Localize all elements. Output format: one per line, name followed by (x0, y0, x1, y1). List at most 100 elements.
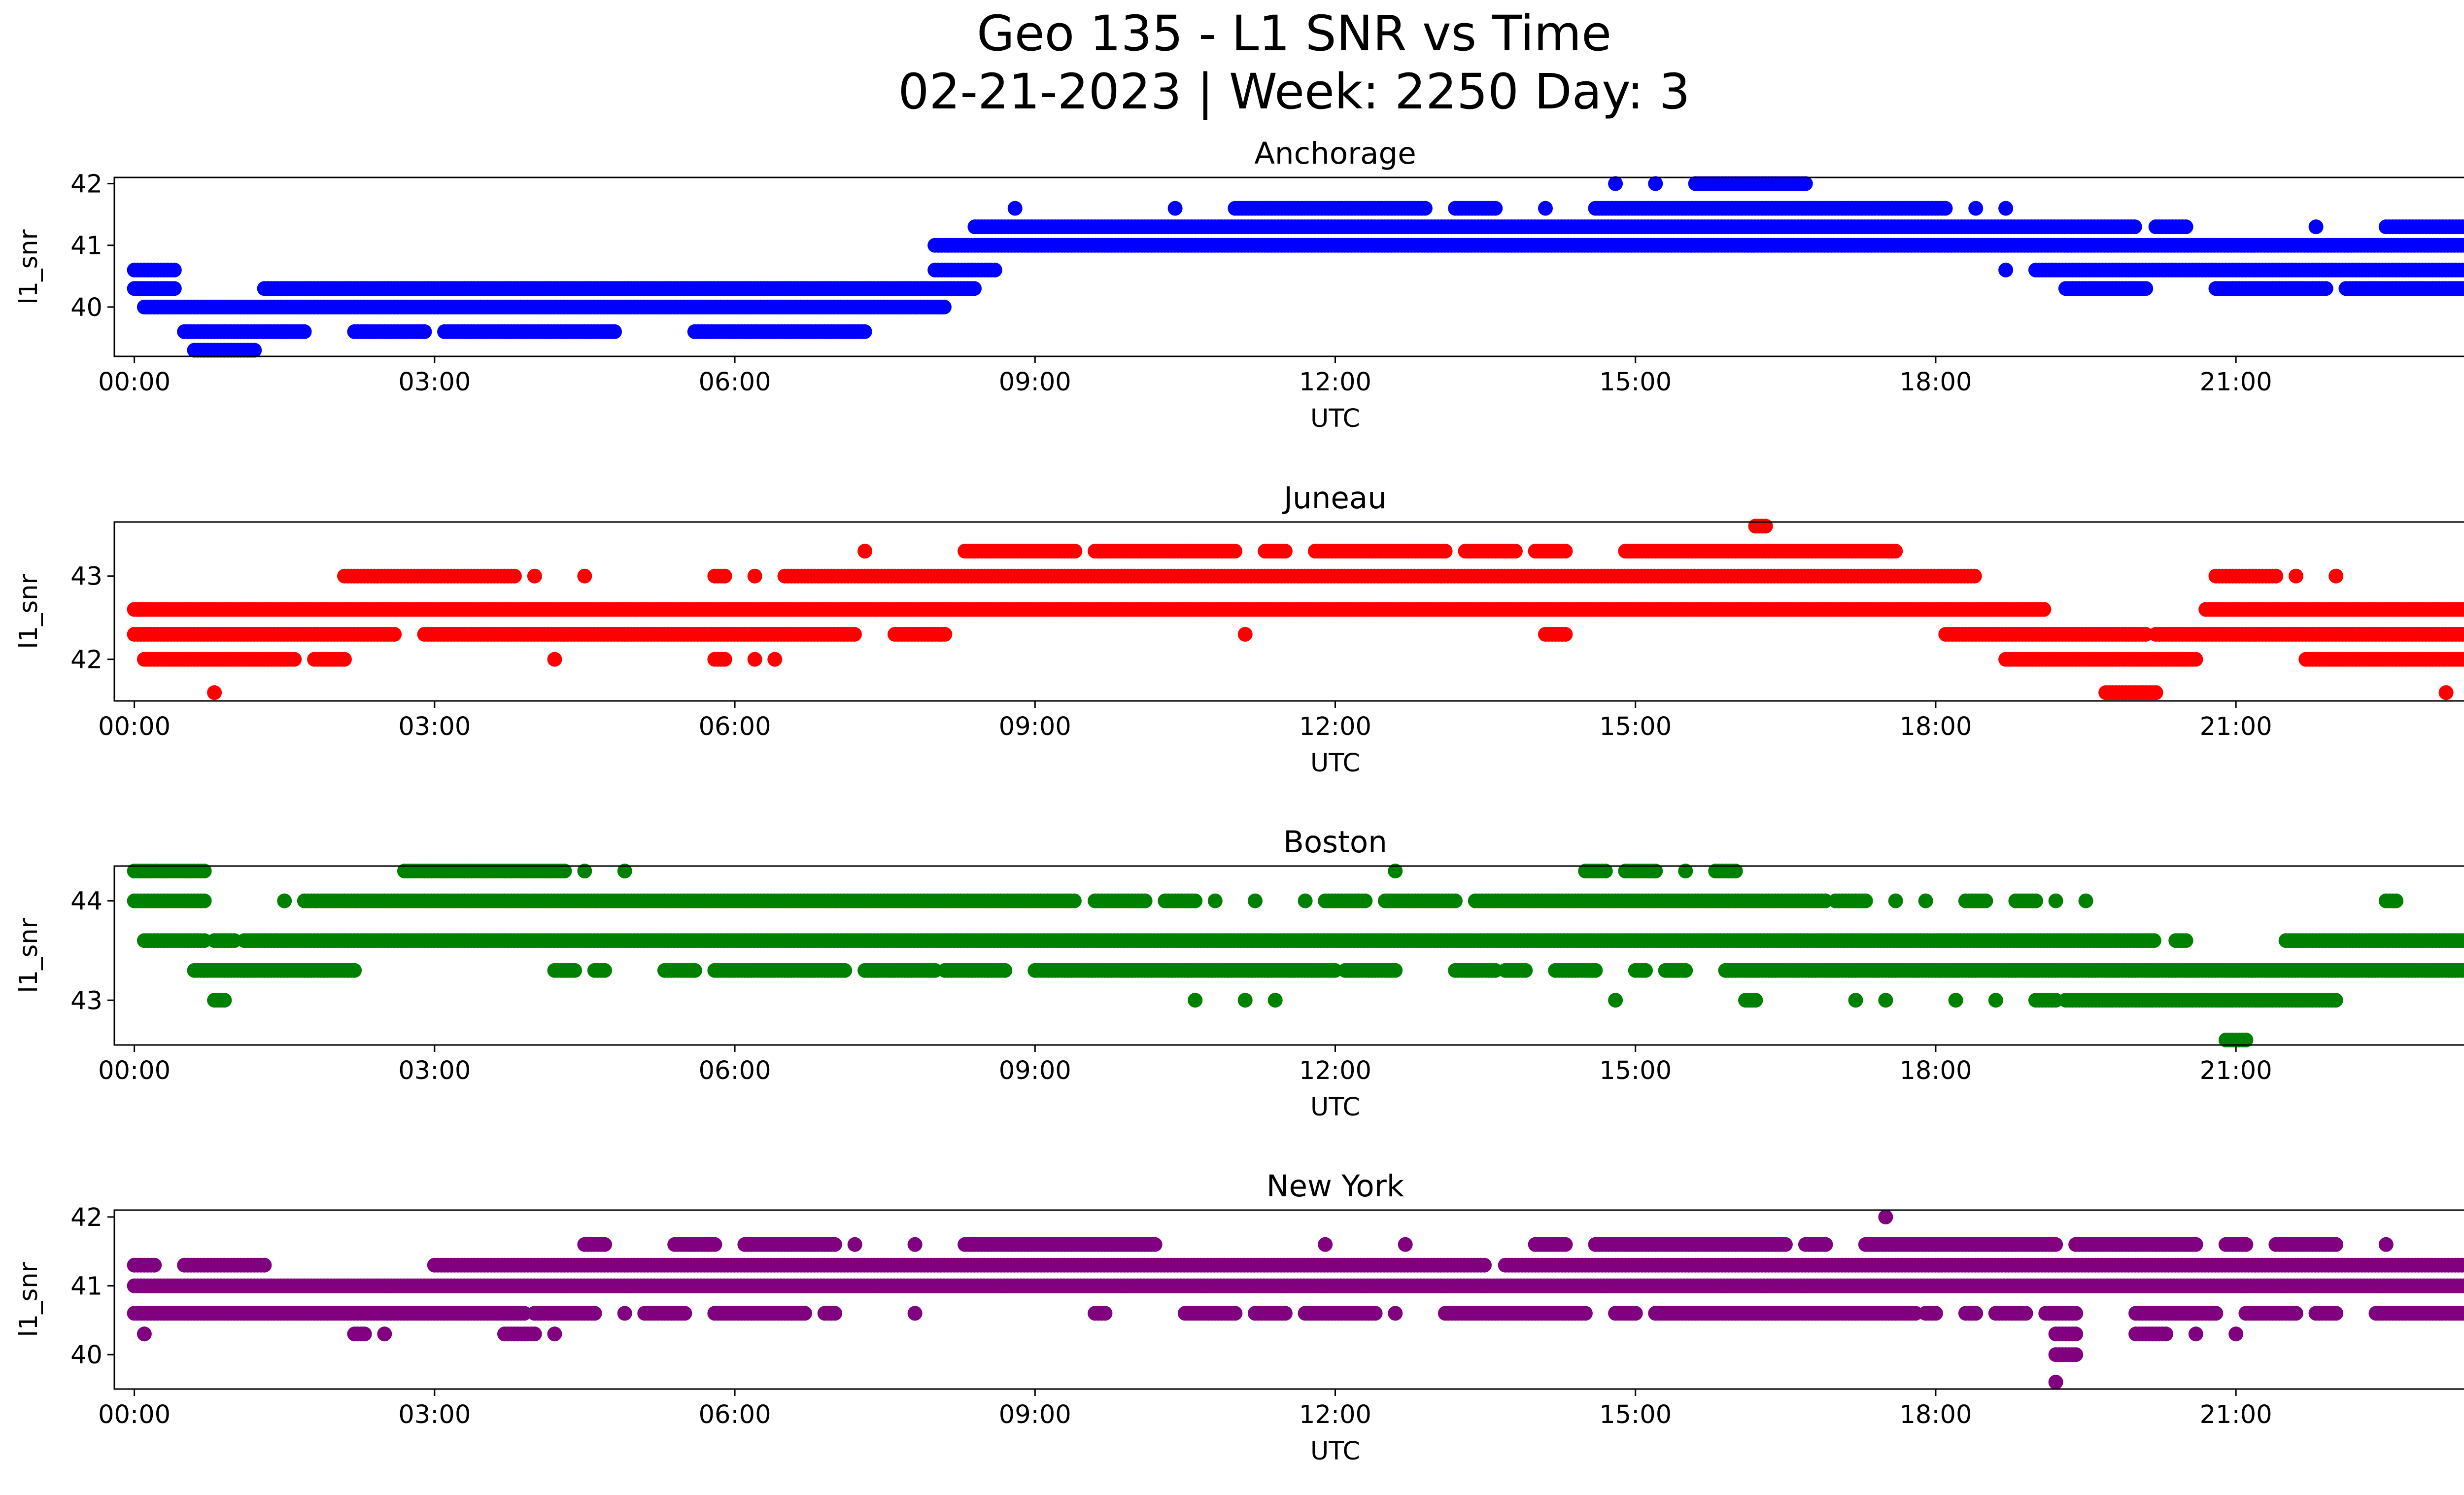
data-point (1066, 893, 1082, 908)
data-point (936, 299, 952, 314)
data-point (1137, 893, 1153, 908)
data-point (337, 652, 352, 667)
x-tick-label: 09:00 (999, 712, 1071, 741)
data-point (1437, 544, 1453, 559)
x-tick-label: 18:00 (1899, 368, 1972, 397)
data-point (937, 626, 953, 642)
data-point (247, 343, 262, 358)
x-tick-label: 12:00 (1299, 712, 1371, 741)
data-point (2188, 652, 2203, 667)
x-axis-label: UTC (1310, 749, 1360, 778)
data-point (1277, 544, 1293, 559)
data-point (747, 652, 762, 667)
data-point (2328, 568, 2344, 584)
data-point (1978, 893, 1993, 908)
data-point (277, 893, 292, 908)
y-tick-label: 40 (70, 293, 103, 322)
data-point (297, 324, 312, 339)
data-point (2048, 893, 2063, 908)
data-point (1938, 201, 1953, 216)
data-point (577, 568, 592, 584)
data-point (507, 568, 522, 584)
figure-subtitle: 02-21-2023 | Week: 2250 Day: 3 (898, 64, 1690, 120)
data-point (1998, 262, 2014, 278)
data-point (2459, 281, 2464, 296)
data-point (847, 626, 862, 642)
data-point (1888, 893, 1903, 908)
x-tick-label: 21:00 (2200, 368, 2272, 397)
data-point (547, 652, 562, 667)
y-tick-label: 43 (70, 562, 103, 591)
data-points (127, 519, 2464, 700)
data-point (2318, 281, 2333, 296)
data-point (1067, 544, 1083, 559)
subplot-title: Juneau (1282, 481, 1387, 516)
subplot-title: Anchorage (1254, 136, 1416, 171)
data-point (1648, 176, 1663, 191)
data-point (2458, 602, 2464, 617)
data-point (2078, 893, 2093, 908)
subplots: Anchorage 00:00 03:00 06:00 09:00 12:00 15:00 1… (14, 136, 2464, 1466)
data-point (607, 324, 622, 339)
data-point (1558, 544, 1573, 559)
data-point (1237, 626, 1253, 642)
y-axis-label: l1_snr (14, 574, 43, 649)
data-point (987, 262, 1002, 278)
data-point (1998, 201, 2014, 216)
data-point (2438, 685, 2454, 700)
data-point (2459, 219, 2464, 234)
data-point (197, 893, 212, 908)
x-tick-label: 03:00 (398, 712, 471, 741)
x-tick-label: 18:00 (1899, 712, 1972, 741)
data-point (1798, 176, 1813, 191)
data-point (1488, 201, 1503, 216)
x-tick-label: 15:00 (1599, 712, 1672, 741)
data-point (2138, 281, 2154, 296)
data-point (857, 324, 872, 339)
x-tick-label: 06:00 (699, 368, 771, 397)
data-point (2268, 568, 2284, 584)
data-point (857, 544, 873, 559)
data-point (1188, 893, 1203, 908)
x-tick-label: 15:00 (1599, 368, 1672, 397)
x-tick-label: 09:00 (999, 368, 1071, 397)
data-point (1918, 893, 1933, 908)
y-tick-label: 41 (70, 232, 103, 261)
data-point (417, 324, 432, 339)
data-point (207, 685, 222, 700)
x-tick-label: 00:00 (98, 712, 171, 741)
data-point (2127, 219, 2142, 235)
x-tick-label: 06:00 (699, 712, 771, 741)
x-tick-label: 12:00 (1299, 368, 1371, 397)
data-point (1888, 544, 1903, 559)
data-point (717, 652, 732, 667)
data-point (527, 568, 542, 584)
x-tick-label: 21:00 (2200, 712, 2272, 741)
data-point (1298, 893, 1313, 908)
subplot-juneau: Juneau 00:00 03:00 06:00 09:00 12:00 15:00 18:0… (14, 481, 2464, 778)
data-point (1608, 176, 1623, 191)
x-tick-label: 03:00 (398, 368, 471, 397)
data-point (967, 281, 982, 296)
data-point (2460, 239, 2464, 252)
data-point (1248, 893, 1263, 908)
y-axis-label: l1_snr (14, 229, 43, 304)
data-point (387, 626, 402, 642)
data-point (1417, 201, 1433, 216)
data-point (2462, 264, 2464, 276)
data-point (287, 652, 302, 667)
data-point (1167, 201, 1183, 216)
data-point (1558, 626, 1573, 642)
data-points (127, 176, 2464, 358)
data-point (2462, 604, 2464, 615)
data-point (1228, 544, 1243, 559)
y-tick-label: 42 (70, 646, 103, 675)
data-point (747, 568, 762, 584)
data-point (2036, 602, 2052, 617)
data-point (2389, 893, 2404, 908)
data-point (767, 652, 783, 667)
data-point (1007, 201, 1023, 216)
data-point (1967, 568, 1982, 584)
